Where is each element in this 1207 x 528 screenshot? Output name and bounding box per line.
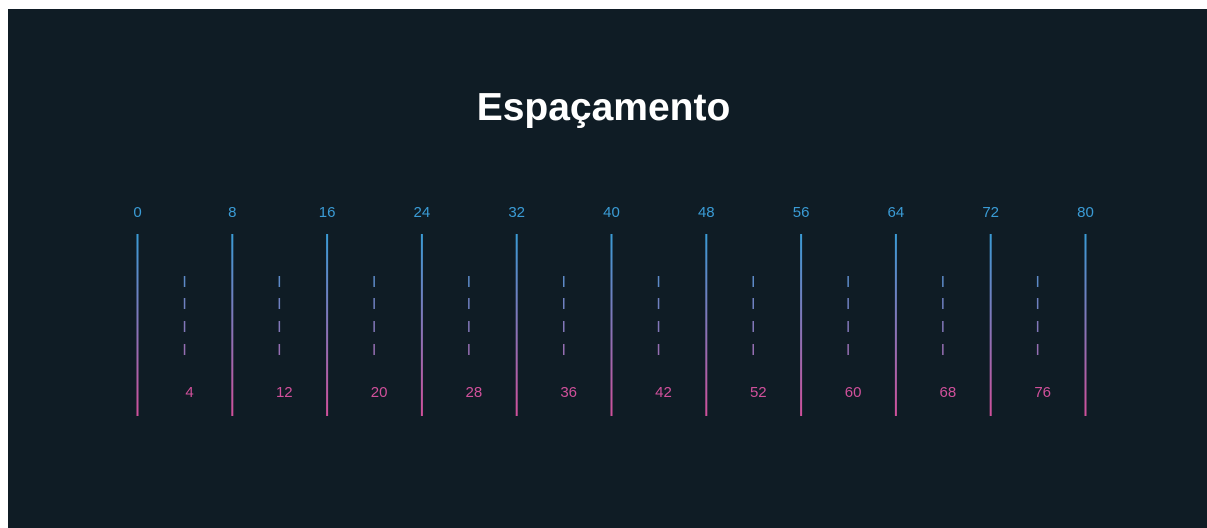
minor-label-52: 52 [750,384,767,401]
minor-tick-group-12 [278,276,281,355]
minor-tick [657,298,660,309]
minor-tick-group-20 [373,276,375,355]
minor-tick-group-76 [1036,276,1039,355]
minor-tick-group-68 [942,276,944,355]
minor-tick [563,344,565,355]
minor-tick [563,276,565,287]
minor-tick [1036,344,1039,355]
minor-tick [468,276,470,287]
major-label-32: 32 [508,204,525,221]
minor-tick-group-36 [563,276,565,355]
minor-tick [847,321,849,332]
minor-tick-group-28 [468,276,470,355]
minor-label-28: 28 [466,384,483,401]
minor-label-36: 36 [560,384,577,401]
minor-tick [183,344,186,355]
minor-tick [1036,298,1039,309]
major-tick-40 [610,234,613,416]
major-tick-48 [705,234,708,416]
major-tick-32 [515,234,518,416]
minor-tick [942,298,944,309]
major-label-64: 64 [888,204,905,221]
minor-tick [752,276,754,287]
major-label-0: 0 [133,204,141,221]
diagram-title: Espaçamento [476,86,731,129]
minor-tick [847,276,849,287]
minor-tick [278,344,281,355]
major-label-8: 8 [228,204,236,221]
major-label-40: 40 [603,204,620,221]
minor-tick-group-52 [752,276,754,355]
minor-tick [657,344,660,355]
minor-tick [657,321,660,332]
minor-label-68: 68 [940,384,957,401]
major-label-80: 80 [1077,204,1094,221]
ruler-lines [136,234,1087,416]
major-tick-56 [800,234,803,416]
minor-tick-group-42 [657,276,660,355]
minor-tick [468,321,470,332]
minor-label-12: 12 [276,384,293,401]
major-tick-0 [136,234,139,416]
major-label-16: 16 [319,204,336,221]
minor-tick [373,276,375,287]
minor-tick [183,298,186,309]
minor-tick [373,344,375,355]
minor-tick [373,298,375,309]
major-tick-24 [420,234,423,416]
minor-tick [752,321,754,332]
minor-tick [942,276,944,287]
minor-tick [942,344,944,355]
minor-tick [657,276,660,287]
ruler-labels: 0 8 16 24 32 40 48 56 64 72 80 4 12 20 28 36 42 52 60 68 76 [133,204,1094,401]
major-tick-80 [1084,234,1087,416]
minor-tick [942,321,944,332]
major-tick-72 [989,234,992,416]
major-tick-16 [326,234,329,416]
major-label-48: 48 [698,204,715,221]
minor-label-60: 60 [845,384,862,401]
major-label-72: 72 [982,204,999,221]
minor-tick [847,298,849,309]
minor-tick [752,344,754,355]
minor-tick [847,344,849,355]
minor-label-42: 42 [655,384,672,401]
minor-label-20: 20 [371,384,388,401]
minor-tick [468,298,470,309]
minor-tick [1036,321,1039,332]
minor-tick [373,321,375,332]
diagram-panel [8,9,1207,528]
minor-label-4: 4 [185,384,193,401]
major-tick-8 [231,234,234,416]
minor-label-76: 76 [1034,384,1051,401]
minor-tick [468,344,470,355]
minor-tick [752,298,754,309]
minor-tick-group-4 [183,276,186,355]
minor-tick [278,321,281,332]
major-label-56: 56 [793,204,810,221]
minor-tick [278,276,281,287]
minor-tick [183,321,186,332]
minor-tick [1036,276,1039,287]
minor-tick [278,298,281,309]
minor-tick-group-60 [847,276,849,355]
minor-tick [183,276,186,287]
minor-tick [563,321,565,332]
major-label-24: 24 [414,204,431,221]
major-tick-64 [894,234,897,416]
minor-tick [563,298,565,309]
